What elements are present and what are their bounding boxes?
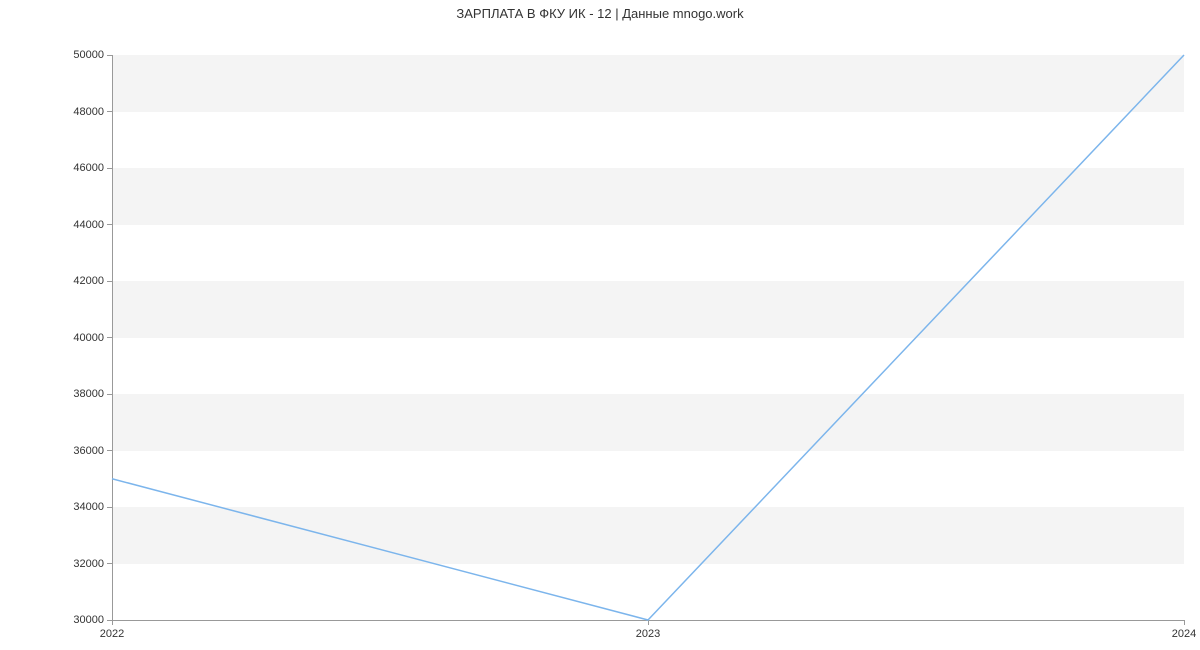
line-series-layer: [112, 55, 1184, 620]
y-tick-label: 38000: [73, 388, 104, 400]
y-tick-label: 40000: [73, 332, 104, 344]
y-tick-label: 44000: [73, 219, 104, 231]
y-tick-label: 30000: [73, 614, 104, 626]
plot-area: 3000032000340003600038000400004200044000…: [112, 55, 1184, 620]
x-tick-label: 2023: [636, 628, 660, 640]
y-tick-label: 50000: [73, 49, 104, 61]
chart-container: 30000 32000 34000 36000 38000 40000 42000 44000…: [0, 27, 1200, 647]
y-tick-label: 46000: [73, 162, 104, 174]
y-tick-label: 32000: [73, 558, 104, 570]
x-tick-label: 2024: [1172, 628, 1196, 640]
x-tick-label: 2022: [100, 628, 124, 640]
y-tick-label: 42000: [73, 275, 104, 287]
chart-title: ЗАРПЛАТА В ФКУ ИК - 12 | Данные mnogo.wo…: [0, 0, 1200, 27]
y-tick-label: 34000: [73, 501, 104, 513]
y-tick-label: 48000: [73, 106, 104, 118]
y-tick-label: 36000: [73, 445, 104, 457]
series-line-salary: [112, 55, 1184, 620]
